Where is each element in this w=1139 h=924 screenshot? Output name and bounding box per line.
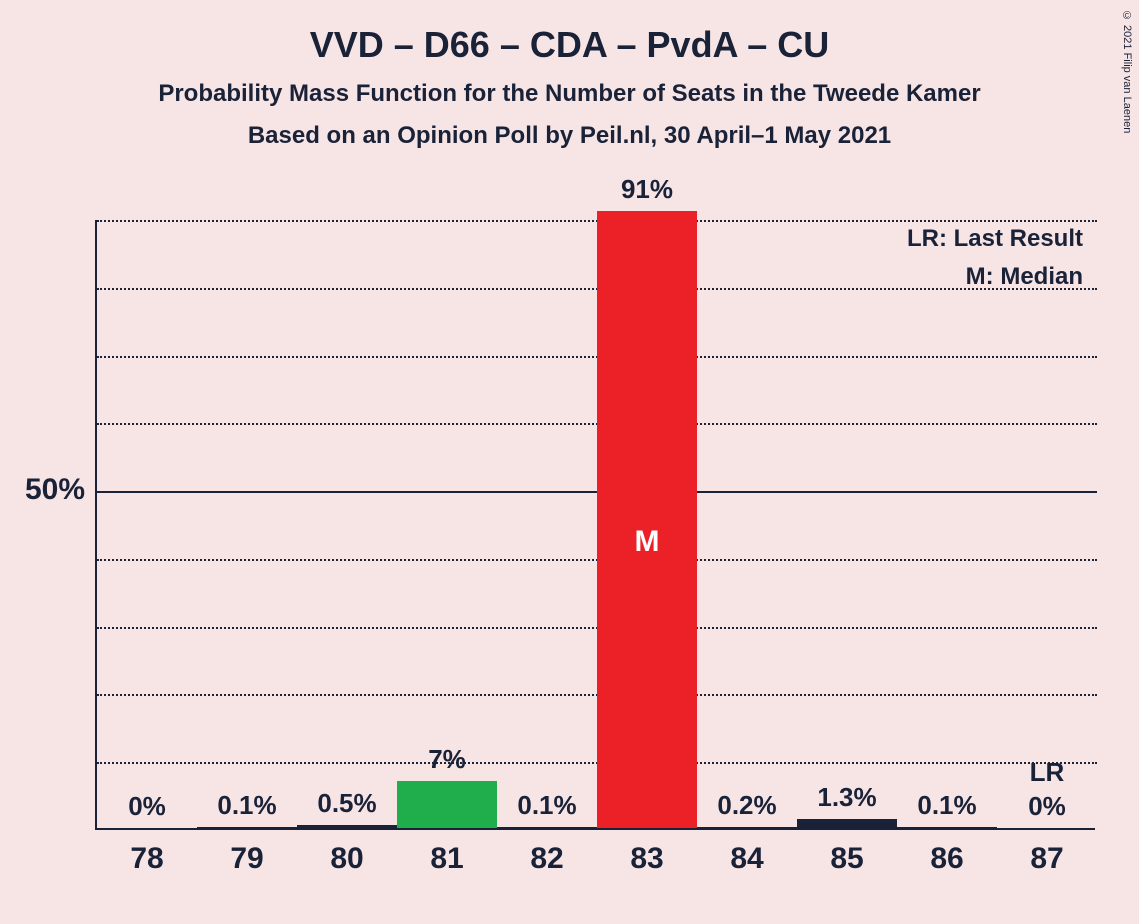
x-axis-tick-label: 80 — [297, 842, 397, 876]
copyright-text: © 2021 Filip van Laenen — [1121, 10, 1133, 133]
plot-area: 50% LR: Last Result M: Median 0%780.1%79… — [95, 220, 1095, 830]
bar — [897, 827, 997, 828]
legend: LR: Last Result M: Median — [907, 220, 1083, 297]
legend-m: M: Median — [907, 258, 1083, 296]
x-axis-tick-label: 81 — [397, 842, 497, 876]
bar-value-label: 0% — [987, 791, 1107, 822]
bar-value-label: 91% — [587, 174, 707, 205]
bar — [397, 781, 497, 828]
x-axis-tick-label: 78 — [97, 842, 197, 876]
bar — [797, 819, 897, 828]
bar — [297, 825, 397, 828]
bar — [597, 211, 697, 828]
x-axis-tick-label: 85 — [797, 842, 897, 876]
bar — [497, 827, 597, 828]
plot-frame: LR: Last Result M: Median 0%780.1%790.5%… — [95, 220, 1095, 830]
x-axis-tick-label: 86 — [897, 842, 997, 876]
legend-lr: LR: Last Result — [907, 220, 1083, 258]
bar — [697, 827, 797, 828]
bar-value-label: 0.1% — [487, 790, 607, 821]
x-axis-tick-label: 87 — [997, 842, 1097, 876]
x-axis-tick-label: 84 — [697, 842, 797, 876]
bar-value-label: 0.5% — [287, 788, 407, 819]
last-result-marker: LR — [987, 757, 1107, 788]
bar — [197, 827, 297, 828]
median-marker: M — [597, 525, 697, 559]
x-axis-tick-label: 79 — [197, 842, 297, 876]
x-axis-tick-label: 83 — [597, 842, 697, 876]
bar-value-label: 7% — [387, 744, 507, 775]
x-axis-tick-label: 82 — [497, 842, 597, 876]
y-axis-label-50: 50% — [15, 473, 85, 507]
chart-subtitle-1: Probability Mass Function for the Number… — [0, 80, 1139, 108]
chart-title: VVD – D66 – CDA – PvdA – CU — [0, 0, 1139, 66]
chart-subtitle-2: Based on an Opinion Poll by Peil.nl, 30 … — [0, 122, 1139, 150]
